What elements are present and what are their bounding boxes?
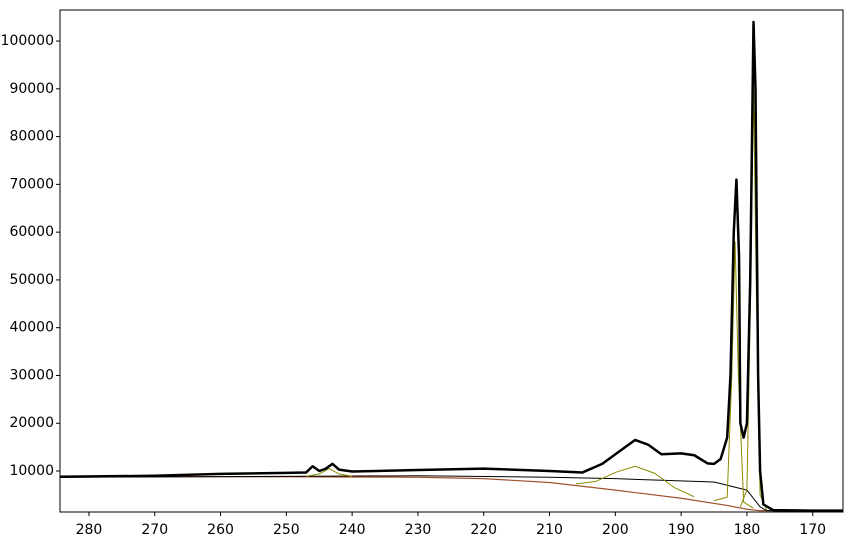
x-tick-label: 200: [602, 522, 629, 538]
x-tick-label: 250: [273, 522, 300, 538]
x-tick-label: 180: [734, 522, 761, 538]
y-tick-label: 80000: [9, 129, 54, 145]
x-tick-label: 240: [339, 522, 366, 538]
y-tick-label: 20000: [9, 415, 54, 431]
x-tick-label: 280: [76, 522, 103, 538]
x-tick-label: 210: [536, 522, 563, 538]
y-tick-label: 60000: [9, 224, 54, 240]
x-tick-label: 230: [405, 522, 432, 538]
y-tick-label: 40000: [9, 320, 54, 336]
y-tick-label: 10000: [9, 463, 54, 479]
series-line: [575, 465, 695, 498]
series-line: [739, 78, 768, 511]
x-tick-label: 260: [207, 522, 234, 538]
x-tick-label: 220: [470, 522, 497, 538]
series-line: [59, 475, 843, 512]
series-line: [713, 241, 754, 509]
series-line: [306, 468, 353, 477]
y-tick-label: 50000: [9, 272, 54, 288]
plot-frame: [59, 9, 844, 513]
y-tick-label: 30000: [9, 367, 54, 383]
y-tick-label: 90000: [9, 81, 54, 97]
x-tick-label: 170: [799, 522, 826, 538]
x-tick-label: 270: [141, 522, 168, 538]
series-line: [59, 20, 843, 512]
x-tick-label: 190: [668, 522, 695, 538]
y-tick-label: 70000: [9, 176, 54, 192]
y-tick-label: 100000: [1, 33, 54, 49]
series-line: [60, 476, 843, 512]
